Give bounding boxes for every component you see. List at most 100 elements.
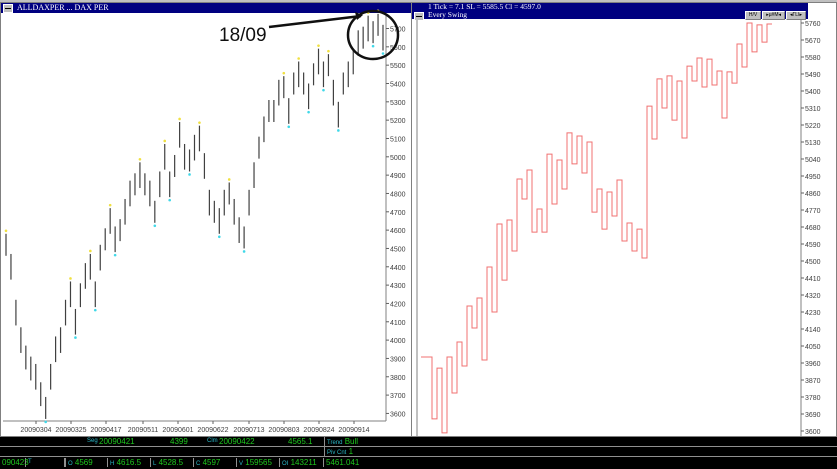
y-tick-label: 4950 xyxy=(805,174,821,181)
y-tick-label: 4500 xyxy=(805,259,821,266)
x-tick-label: 20090304 xyxy=(20,427,51,434)
swing-low-marker xyxy=(188,173,191,176)
swing-chart: 3600 3690 3780 3870 3960 4050 4140 4230 4320 4410… xyxy=(416,20,821,436)
clm-label: Clm xyxy=(207,438,218,444)
bar-chart: 3600 3700 3800 3900 4000 4100 4200 4300 4400 4500… xyxy=(3,9,406,434)
y-tick-label: 5400 xyxy=(805,89,821,96)
y-tick-label: 4320 xyxy=(805,293,821,300)
oi-label: OI xyxy=(282,461,289,467)
extra-value: 5461.041 xyxy=(326,458,360,467)
open-label: O xyxy=(68,461,73,467)
tick-info: 1 Tick = 7.1 SL = 5585.5 Cl = 4597.0 xyxy=(428,2,541,11)
swing-high-marker xyxy=(108,203,112,207)
swing-low-marker xyxy=(44,420,47,424)
y-tick-label: 4200 xyxy=(390,301,406,308)
swing-low-marker xyxy=(287,125,291,129)
swing-low-marker xyxy=(371,44,375,48)
y-tick-label: 4230 xyxy=(805,310,821,317)
swing-high-marker xyxy=(297,57,300,60)
y-tick-label: 3900 xyxy=(390,356,406,363)
left-window-title: ALLDAXPER ... DAX PER xyxy=(1,3,411,13)
y-tick-label: 4100 xyxy=(390,320,406,327)
swing-low-marker xyxy=(218,235,221,239)
y-tick-label: 4300 xyxy=(390,283,406,290)
x-tick-label: 20090713 xyxy=(233,427,264,434)
y-tick-label: 4900 xyxy=(390,173,406,180)
x-tick-label: 20090622 xyxy=(197,427,228,434)
swing-low-marker xyxy=(93,308,97,312)
left-chart-window: ALLDAXPER ... DAX PER 3600 3700 3800 3900 40… xyxy=(0,2,412,437)
swing-low-marker xyxy=(168,198,171,202)
swing-high-marker xyxy=(198,121,201,124)
swing-low-marker xyxy=(113,253,117,257)
low-value: 4528.5 xyxy=(158,458,184,467)
y-tick-label: 4140 xyxy=(805,327,821,334)
swing-low-marker xyxy=(74,336,77,339)
volume-label: V xyxy=(239,461,244,467)
window-menu-button[interactable] xyxy=(414,12,424,21)
y-tick-label: 5300 xyxy=(390,100,406,107)
t-label: T xyxy=(26,458,65,467)
open-value: 4569 xyxy=(74,458,93,467)
y-tick-label: 5400 xyxy=(390,81,406,88)
scroll-button[interactable]: ◂ΓLI▸ xyxy=(786,11,806,20)
y-tick-label: 4500 xyxy=(390,246,406,253)
y-tick-label: 5220 xyxy=(805,123,821,130)
high-label: H xyxy=(110,461,115,467)
y-tick-label: 4600 xyxy=(390,228,406,235)
close-value: 4597 xyxy=(202,458,221,467)
oi-value: 143211 xyxy=(290,458,317,467)
hv-toggle-button[interactable]: H/V xyxy=(744,11,762,20)
seg-date: 20090421 xyxy=(99,437,135,446)
bar-date: 090423 xyxy=(2,458,29,467)
y-tick-label: 3870 xyxy=(805,378,821,385)
y-tick-label: 3780 xyxy=(805,395,821,402)
annotation-label: 18/09 xyxy=(219,25,267,46)
swing-high-marker xyxy=(317,44,320,47)
y-tick-label: 3600 xyxy=(805,429,821,436)
close-label: C xyxy=(196,461,201,467)
y-tick-label: 5490 xyxy=(805,72,821,79)
pivot-count-label: Piv Cnt xyxy=(327,450,347,456)
clm-date: 20090422 xyxy=(219,437,255,446)
y-tick-label: 5580 xyxy=(805,55,821,62)
swing-high-marker xyxy=(282,71,286,75)
volume-value: 159565 xyxy=(245,458,272,467)
y-tick-label: 4050 xyxy=(805,344,821,351)
swing-high-marker xyxy=(89,249,92,253)
x-tick-label: 20090417 xyxy=(90,427,121,434)
y-tick-label: 5200 xyxy=(390,118,406,125)
seg-label: Seg xyxy=(87,438,98,444)
right-window-header: 1 Tick = 7.1 SL = 5585.5 Cl = 4597.0 Eve… xyxy=(412,3,808,19)
y-tick-label: 3960 xyxy=(805,361,821,368)
y-tick-label: 5310 xyxy=(805,106,821,113)
trend-label: Trend xyxy=(327,440,343,446)
swing-low-marker xyxy=(153,224,157,228)
status-panel: Seg 20090421 4399 Clm 20090422 4565.1 Tr… xyxy=(0,437,837,469)
y-tick-label: 5600 xyxy=(390,45,406,52)
swing-low-marker xyxy=(307,110,310,114)
annotation-circle xyxy=(346,9,400,61)
y-tick-label: 5500 xyxy=(390,63,406,70)
y-tick-label: 4700 xyxy=(390,210,406,217)
pivot-count-value: 1 xyxy=(348,447,354,456)
clm-value: 4565.1 xyxy=(288,437,313,446)
swing-low-marker xyxy=(242,250,246,253)
swing-high-marker xyxy=(4,229,8,233)
x-tick-label: 20090824 xyxy=(303,427,334,434)
swing-high-marker xyxy=(178,117,181,121)
y-tick-label: 3800 xyxy=(390,375,406,382)
arrow-head-icon xyxy=(355,12,363,20)
x-tick-label: 20090325 xyxy=(55,427,86,434)
swing-line xyxy=(421,22,772,434)
y-tick-label: 3600 xyxy=(390,411,406,418)
y-tick-label: 4410 xyxy=(805,276,821,283)
zoom-button[interactable]: ▸µ#M◂ xyxy=(762,11,786,20)
swing-low-marker xyxy=(337,129,340,132)
swing-subtitle: Every Swing xyxy=(428,10,467,19)
y-tick-label: 5040 xyxy=(805,157,821,164)
swing-high-marker xyxy=(69,277,72,280)
window-menu-button[interactable] xyxy=(3,4,13,13)
swing-high-marker xyxy=(163,139,167,143)
swing-low-marker xyxy=(322,88,325,92)
